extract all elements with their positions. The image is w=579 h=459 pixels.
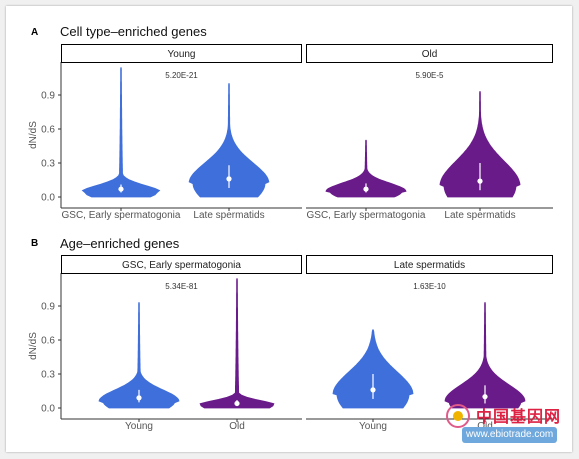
y-axis-label: dN/dS <box>28 332 39 360</box>
x-tick-label: Young <box>359 421 387 432</box>
watermark-logo <box>446 404 470 428</box>
facet-strip-label: GSC, Early spermatogonia <box>122 260 241 271</box>
violin-median-point <box>136 395 142 401</box>
violin-median-point <box>118 186 124 192</box>
violin-shape <box>332 329 414 409</box>
x-tick-label: Late spermatids <box>193 210 264 221</box>
x-tick-label: Old <box>229 421 245 432</box>
x-tick-label: Young <box>125 421 153 432</box>
x-tick-label: GSC, Early spermatogonia <box>307 210 426 221</box>
violin-shape <box>188 83 270 198</box>
violin-median-point <box>370 387 376 393</box>
violin-median-point <box>363 186 369 192</box>
facet-strip <box>306 44 553 63</box>
y-tick-label: 0.0 <box>41 193 55 204</box>
y-tick-label: 0.6 <box>41 125 55 136</box>
violin-median-point <box>482 394 488 400</box>
y-tick-label: 0.0 <box>41 404 55 415</box>
violin-median-point <box>226 176 232 182</box>
chart-canvas: A Cell type–enriched genes dN/dS 0.0 0.3 0.6 0… <box>28 24 553 432</box>
violin-shape <box>81 67 161 198</box>
p-value-label: 5.90E-5 <box>415 71 444 80</box>
panel-letter: A <box>31 27 38 38</box>
violin-median-point <box>477 178 483 184</box>
violin-shape <box>199 278 275 409</box>
watermark: 中国基因网 www.ebiotrade.com <box>446 403 570 447</box>
facet-strip-label: Late spermatids <box>394 260 465 271</box>
panel-letter: B <box>31 238 38 249</box>
panel-title: Cell type–enriched genes <box>60 24 207 39</box>
violin-median-point <box>234 400 240 407</box>
x-tick-label: GSC, Early spermatogonia <box>62 210 181 221</box>
y-axis-label: dN/dS <box>28 121 39 149</box>
y-tick-label: 0.3 <box>41 159 55 170</box>
watermark-text: 中国基因网 <box>476 409 562 426</box>
facet-strip-label: Young <box>168 49 196 60</box>
violin-shape <box>444 302 526 409</box>
figure: A Cell type–enriched genes dN/dS 0.0 0.3 0.6 0… <box>6 6 572 452</box>
p-value-label: 5.20E-21 <box>165 71 198 80</box>
x-tick-label: Old <box>477 421 493 432</box>
violin-shape <box>325 139 407 198</box>
y-tick-label: 0.9 <box>41 302 55 313</box>
panel-title: Age–enriched genes <box>60 236 180 251</box>
y-tick-label: 0.6 <box>41 336 55 347</box>
facet-strip <box>306 255 553 274</box>
x-tick-label: Late spermatids <box>444 210 515 221</box>
watermark-url: www.ebiotrade.com <box>462 427 558 443</box>
p-value-label: 1.63E-10 <box>413 282 446 291</box>
violin-shape <box>439 91 521 198</box>
facet-strip <box>61 44 302 63</box>
facet-strip-label: Old <box>422 49 438 60</box>
y-tick-label: 0.3 <box>41 370 55 381</box>
facet-strip <box>61 255 302 274</box>
p-value-label: 5.34E-81 <box>165 282 198 291</box>
violin-shape <box>98 302 180 409</box>
y-tick-label: 0.9 <box>41 91 55 102</box>
